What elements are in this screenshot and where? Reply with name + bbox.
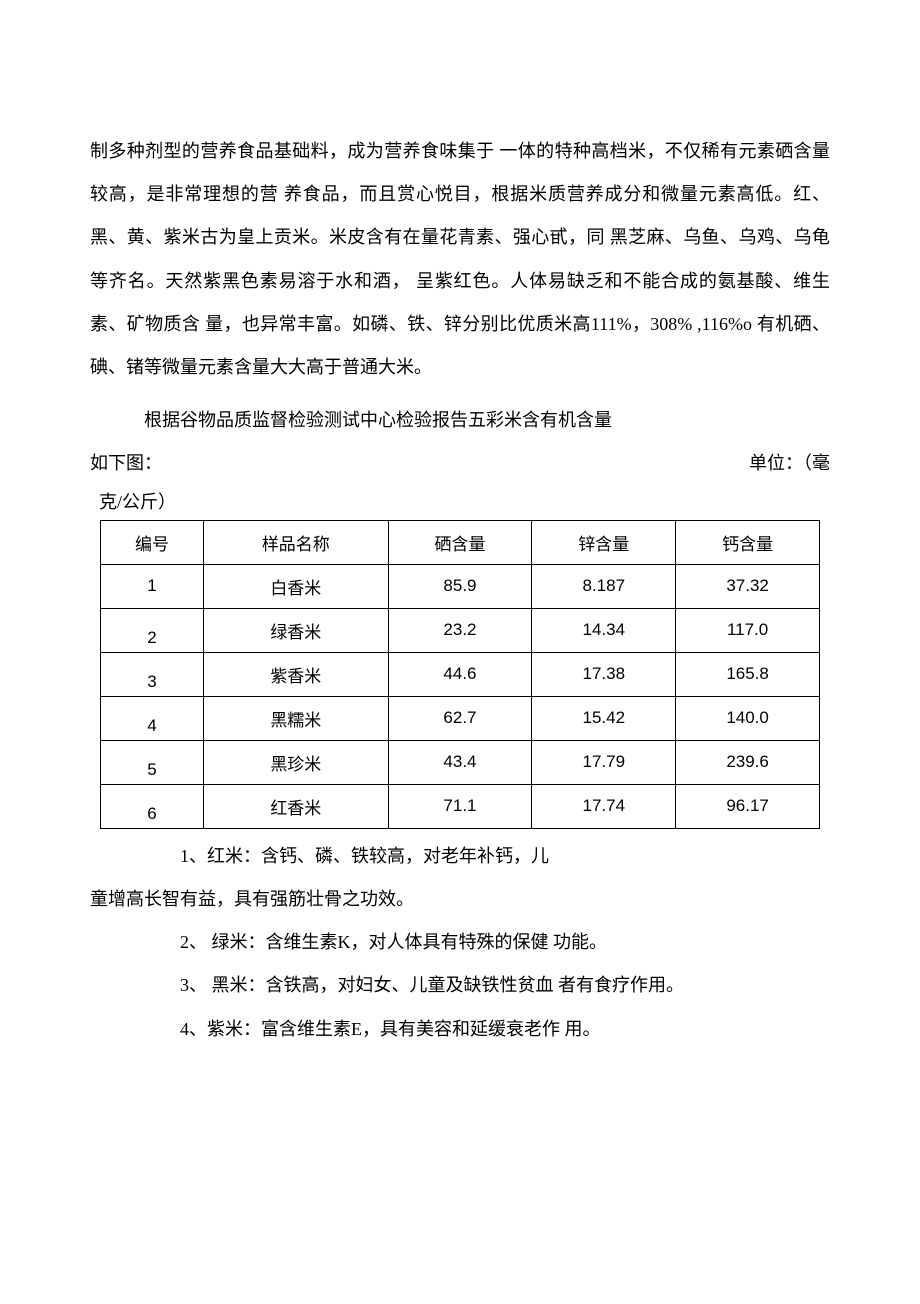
cell-se: 62.7 bbox=[388, 696, 532, 740]
cell-ca: 96.17 bbox=[676, 784, 820, 828]
cell-ca: 37.32 bbox=[676, 564, 820, 608]
cell-se: 85.9 bbox=[388, 564, 532, 608]
table-row: 5 黑珍米 43.4 17.79 239.6 bbox=[101, 740, 820, 784]
cell-name: 紫香米 bbox=[204, 652, 389, 696]
cell-index: 5 bbox=[101, 740, 204, 784]
cell-se: 44.6 bbox=[388, 652, 532, 696]
list-item-1b: 童增高长智有益，具有强筋壮骨之功效。 bbox=[90, 878, 830, 921]
table-row: 2 绿香米 23.2 14.34 117.0 bbox=[101, 608, 820, 652]
list-item-1a: 1、红米：含钙、磷、铁较高，对老年补钙，儿 bbox=[90, 835, 830, 878]
table-header-row: 编号 样品名称 硒含量 锌含量 钙含量 bbox=[101, 520, 820, 564]
cell-se: 23.2 bbox=[388, 608, 532, 652]
cell-name: 绿香米 bbox=[204, 608, 389, 652]
cell-name: 黑糯米 bbox=[204, 696, 389, 740]
cell-index: 4 bbox=[101, 696, 204, 740]
unit-continuation: 克/公斤） bbox=[90, 486, 830, 518]
col-header-name: 样品名称 bbox=[204, 520, 389, 564]
cell-se: 71.1 bbox=[388, 784, 532, 828]
cell-index: 1 bbox=[101, 564, 204, 608]
cell-zn: 14.34 bbox=[532, 608, 676, 652]
list-item-3: 3、 黑米：含铁高，对妇女、儿童及缺铁性贫血 者有食疗作用。 bbox=[90, 964, 830, 1007]
cell-ca: 239.6 bbox=[676, 740, 820, 784]
cell-name: 黑珍米 bbox=[204, 740, 389, 784]
cell-name: 白香米 bbox=[204, 564, 389, 608]
list-item-4: 4、紫米：富含维生素E，具有美容和延缓衰老作 用。 bbox=[90, 1008, 830, 1051]
table-row: 6 红香米 71.1 17.74 96.17 bbox=[101, 784, 820, 828]
nutrition-table: 编号 样品名称 硒含量 锌含量 钙含量 1 白香米 85.9 8.187 37.… bbox=[100, 520, 820, 829]
cell-ca: 140.0 bbox=[676, 696, 820, 740]
col-header-se: 硒含量 bbox=[388, 520, 532, 564]
table-row: 1 白香米 85.9 8.187 37.32 bbox=[101, 564, 820, 608]
cell-zn: 17.79 bbox=[532, 740, 676, 784]
cell-index: 6 bbox=[101, 784, 204, 828]
cell-zn: 8.187 bbox=[532, 564, 676, 608]
cell-zn: 15.42 bbox=[532, 696, 676, 740]
cell-zn: 17.74 bbox=[532, 784, 676, 828]
cell-se: 43.4 bbox=[388, 740, 532, 784]
unit-left: 如下图： bbox=[90, 442, 162, 485]
cell-index: 2 bbox=[101, 608, 204, 652]
cell-ca: 117.0 bbox=[676, 608, 820, 652]
table-intro: 根据谷物品质监督检验测试中心检验报告五彩米含有机含量 bbox=[90, 399, 830, 442]
col-header-ca: 钙含量 bbox=[676, 520, 820, 564]
paragraph-main: 制多种剂型的营养食品基础料，成为营养食味集于 一体的特种高档米，不仅稀有元素硒含… bbox=[90, 130, 830, 389]
table-row: 3 紫香米 44.6 17.38 165.8 bbox=[101, 652, 820, 696]
cell-index: 3 bbox=[101, 652, 204, 696]
col-header-index: 编号 bbox=[101, 520, 204, 564]
cell-name: 红香米 bbox=[204, 784, 389, 828]
list-item-2: 2、 绿米：含维生素K，对人体具有特殊的保健 功能。 bbox=[90, 921, 830, 964]
table-row: 4 黑糯米 62.7 15.42 140.0 bbox=[101, 696, 820, 740]
unit-row: 如下图： 单位：（毫 bbox=[90, 442, 830, 485]
unit-right: 单位：（毫 bbox=[749, 442, 830, 485]
col-header-zn: 锌含量 bbox=[532, 520, 676, 564]
cell-ca: 165.8 bbox=[676, 652, 820, 696]
cell-zn: 17.38 bbox=[532, 652, 676, 696]
